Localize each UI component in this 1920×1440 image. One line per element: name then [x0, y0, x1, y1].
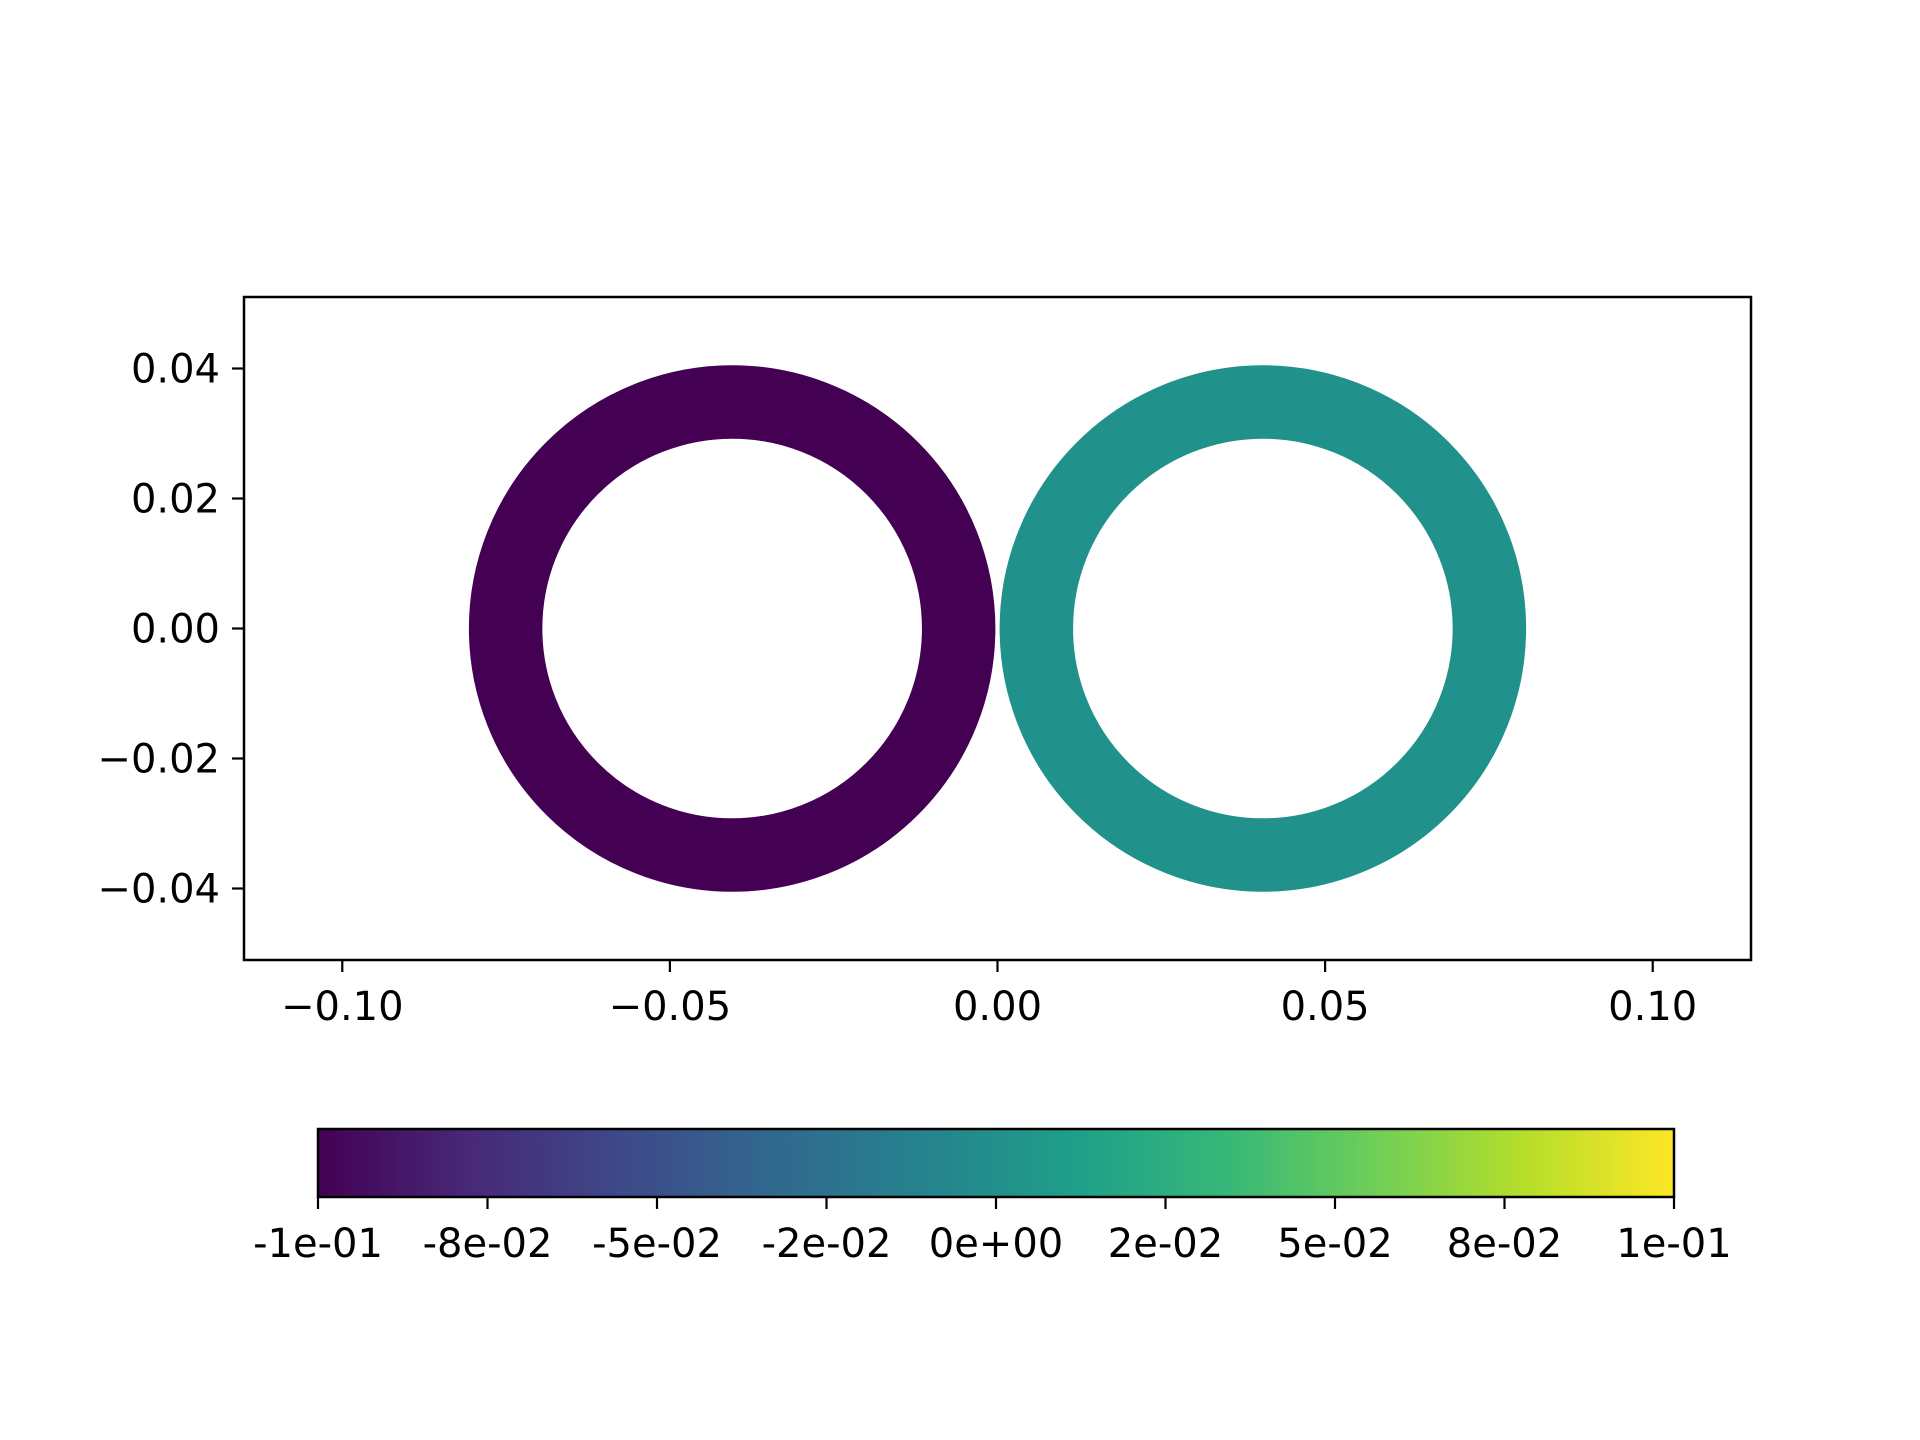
ring-2	[999, 365, 1527, 892]
colorbar-tick-label: -5e-02	[592, 1221, 722, 1267]
colorbar-tick-label: -1e-01	[253, 1221, 383, 1267]
colorbar-tick-label: -2e-02	[762, 1221, 892, 1267]
y-tick-label: −0.04	[97, 867, 220, 913]
colorbar-tick-label: 8e-02	[1447, 1221, 1562, 1267]
y-tick-label: 0.00	[131, 607, 220, 653]
colorbar-gradient	[318, 1129, 1674, 1197]
y-tick-label: 0.02	[131, 477, 220, 523]
x-axis: −0.10 −0.05 0.00 0.05 0.10	[281, 960, 1697, 1030]
x-tick-label: 0.05	[1281, 984, 1370, 1030]
colorbar-tick-label: 2e-02	[1108, 1221, 1223, 1267]
colorbar: -1e-01 -8e-02 -5e-02 -2e-02 0e+00 2e-02 5e-02 8…	[253, 1127, 1732, 1267]
colorbar-tick-label: -8e-02	[423, 1221, 553, 1267]
y-tick-label: 0.04	[131, 347, 220, 393]
colorbar-ticks: -1e-01 -8e-02 -5e-02 -2e-02 0e+00 2e-02 5e-02 8…	[253, 1197, 1732, 1267]
x-tick-label: 0.10	[1608, 984, 1697, 1030]
x-tick-label: −0.05	[609, 984, 732, 1030]
colorbar-tick-label: 1e-01	[1616, 1221, 1731, 1267]
y-axis: 0.04 0.02 0.00 −0.02 −0.04	[97, 347, 244, 913]
x-tick-label: 0.00	[953, 984, 1042, 1030]
colorbar-tick-label: 5e-02	[1277, 1221, 1392, 1267]
colorbar-tick-label: 0e+00	[929, 1221, 1063, 1267]
ring-series-layer	[468, 365, 1527, 892]
y-tick-label: −0.02	[97, 737, 220, 783]
ring-1	[468, 365, 996, 892]
x-tick-label: −0.10	[281, 984, 404, 1030]
